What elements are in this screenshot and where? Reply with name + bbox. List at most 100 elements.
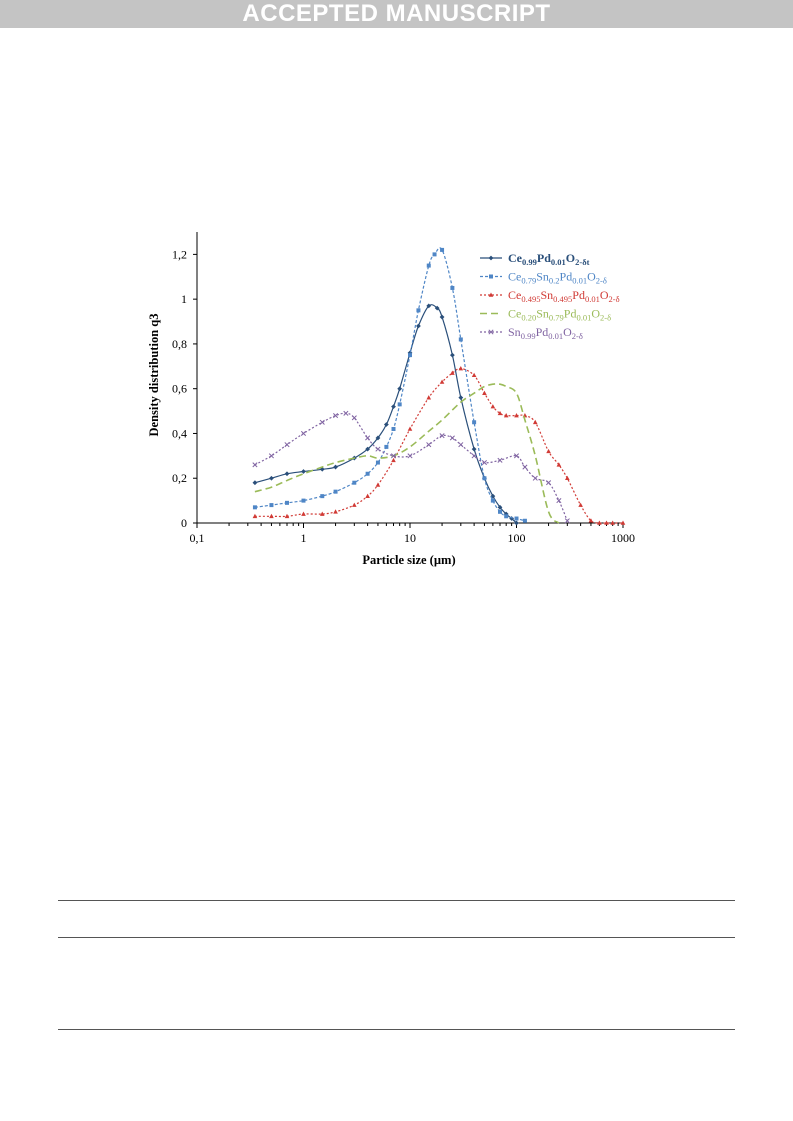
data-point <box>252 480 258 486</box>
data-point <box>498 509 503 514</box>
data-point <box>384 444 389 449</box>
data-point <box>284 442 290 448</box>
x-tick-label: 1 <box>301 531 307 545</box>
data-point <box>522 464 528 470</box>
data-point <box>407 453 413 459</box>
data-point <box>343 410 349 416</box>
data-point <box>352 502 357 507</box>
data-point <box>546 448 551 454</box>
data-point <box>407 426 413 431</box>
series-2 <box>252 247 527 523</box>
legend-item-4: Ce0.20Sn0.79Pd0.01O2-δ <box>480 307 611 323</box>
data-point <box>432 252 437 257</box>
data-point <box>408 353 412 358</box>
y-tick-label: 0,8 <box>172 337 187 351</box>
data-point <box>449 352 455 358</box>
data-point <box>383 422 389 427</box>
data-point <box>397 386 403 392</box>
data-point <box>610 520 615 525</box>
data-point <box>426 263 431 268</box>
data-point <box>252 505 257 510</box>
data-point <box>503 413 509 418</box>
legend-label: Ce0.79Sn0.2Pd0.01O2-δ <box>508 270 607 286</box>
legend-marker <box>488 255 494 261</box>
data-point <box>252 513 258 519</box>
data-point <box>439 314 445 320</box>
y-axis-title: Density distribution q3 <box>147 314 161 437</box>
legend-item-2: Ce0.79Sn0.2Pd0.01O2-δ <box>480 270 607 286</box>
data-point <box>504 514 509 519</box>
y-tick-label: 1,2 <box>172 247 187 261</box>
data-point <box>301 511 306 516</box>
accepted-manuscript-banner: ACCEPTED MANUSCRIPT <box>0 0 793 28</box>
data-point <box>450 285 455 290</box>
legend-item-5: Sn0.99Pd0.01O2-δ <box>480 325 583 341</box>
data-point <box>532 475 538 481</box>
series-line <box>254 367 623 524</box>
data-point <box>301 498 306 503</box>
y-tick-label: 0 <box>181 516 187 530</box>
data-point <box>319 419 325 425</box>
data-point <box>458 395 464 401</box>
data-point <box>481 460 487 466</box>
data-point <box>416 323 421 329</box>
data-point <box>375 435 381 441</box>
legend-label: Ce0.99Pd0.01O2-δt <box>508 251 590 267</box>
data-point <box>375 446 381 452</box>
data-point <box>497 457 503 463</box>
data-point <box>620 520 626 525</box>
data-point <box>497 410 503 416</box>
table-top-rule <box>58 900 735 901</box>
data-point <box>426 395 432 400</box>
data-point <box>503 511 509 517</box>
x-tick-label: 100 <box>508 531 526 545</box>
table-header-rule <box>58 937 735 938</box>
data-point <box>514 413 519 418</box>
y-tick-label: 0,6 <box>172 382 187 396</box>
data-point <box>252 462 258 468</box>
series-3 <box>252 366 626 525</box>
legend-label: Ce0.20Sn0.79Pd0.01O2-δ <box>508 307 611 323</box>
data-point <box>426 303 432 309</box>
data-point <box>472 420 477 425</box>
data-point <box>285 500 290 505</box>
data-point <box>597 520 602 525</box>
data-point <box>482 390 487 395</box>
data-point <box>416 308 421 313</box>
data-point <box>333 464 338 470</box>
data-point <box>522 518 527 523</box>
data-point <box>439 433 445 439</box>
data-point <box>333 489 338 494</box>
data-point <box>449 435 455 441</box>
data-point <box>532 419 538 425</box>
data-point <box>390 453 397 459</box>
chart-axes: 0 0,2 0,4 0,6 0,8 1 1,2 0,1 1 10 100 1000 <box>172 232 635 545</box>
data-point <box>365 435 371 441</box>
data-point <box>556 462 562 467</box>
data-point <box>268 453 274 459</box>
data-point <box>365 471 370 476</box>
data-point <box>269 475 274 481</box>
data-point <box>269 513 274 519</box>
data-point <box>284 513 290 519</box>
data-point <box>391 426 396 431</box>
data-point <box>513 453 520 459</box>
series-4 <box>254 383 560 524</box>
data-point <box>301 469 306 474</box>
data-point <box>333 413 339 419</box>
data-point <box>604 520 609 525</box>
legend-marker <box>488 329 494 335</box>
series-1 <box>252 303 519 526</box>
data-point <box>319 511 325 516</box>
data-point <box>439 379 445 384</box>
data-point <box>497 504 503 510</box>
legend-item-3: Ce0.495Sn0.495Pd0.01O2-δ <box>480 288 620 304</box>
data-point <box>556 498 562 504</box>
x-tick-label: 1000 <box>611 531 635 545</box>
data-point <box>375 460 380 465</box>
legend-label: Sn0.99Pd0.01O2-δ <box>508 325 583 341</box>
data-point <box>471 372 477 378</box>
data-point <box>458 366 464 371</box>
data-point <box>458 337 463 342</box>
table-bottom-rule <box>58 1029 735 1030</box>
